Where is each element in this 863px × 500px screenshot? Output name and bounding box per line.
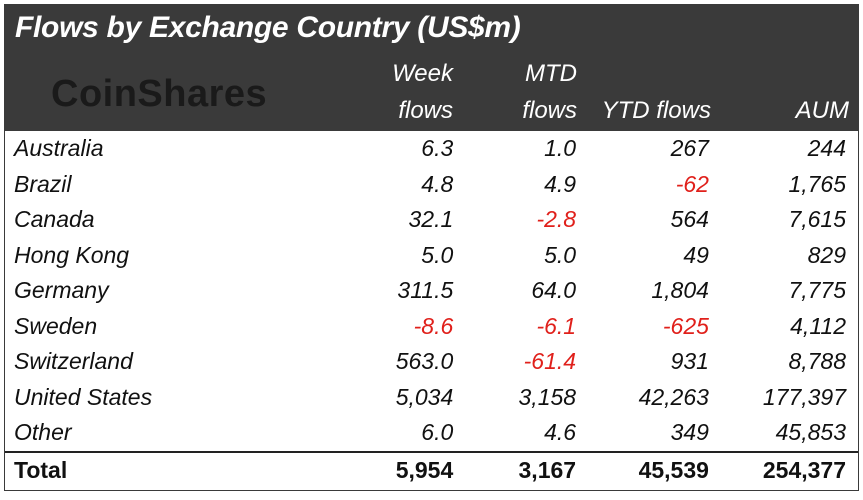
country-cell: United States bbox=[14, 383, 153, 410]
total-row: Total 5,954 3,167 45,539 254,377 bbox=[5, 450, 858, 487]
week-flows-cell: 5,954 bbox=[310, 450, 454, 487]
flows-table-card: Flows by Exchange Country (US$m) CoinSha… bbox=[4, 4, 859, 491]
table-row: Brazil 4.8 4.9 -62 1,765 bbox=[5, 167, 858, 203]
country-cell: Hong Kong bbox=[14, 241, 130, 268]
week-flows-cell: 5,034 bbox=[395, 383, 454, 410]
flows-table: Australia 6.3 1.0 267 244 Brazil 4.8 4.9… bbox=[5, 131, 858, 487]
mtd-flows-cell: 3,158 bbox=[518, 383, 577, 410]
ytd-flows-cell: -625 bbox=[662, 312, 709, 339]
table-row: Sweden -8.6 -6.1 -625 4,112 bbox=[5, 309, 858, 345]
aum-cell: 8,788 bbox=[788, 348, 846, 374]
country-cell: Brazil bbox=[14, 170, 72, 197]
aum-cell: 177,397 bbox=[762, 383, 846, 410]
mtd-flows-cell: 4.6 bbox=[544, 419, 577, 445]
header-week-line1: Week bbox=[392, 60, 453, 87]
mtd-flows-cell: -2.8 bbox=[536, 206, 577, 232]
header-aum: AUM bbox=[795, 97, 849, 124]
week-flows-cell: 311.5 bbox=[397, 277, 454, 303]
country-cell: Sweden bbox=[14, 312, 98, 339]
ytd-flows-cell: 267 bbox=[670, 135, 709, 161]
table-row: Switzerland 563.0 -61.4 931 8,788 bbox=[5, 344, 858, 380]
aum-cell: 1,765 bbox=[788, 170, 846, 197]
country-cell: Germany bbox=[14, 277, 109, 303]
ytd-flows-cell: 931 bbox=[670, 348, 709, 374]
ytd-flows-cell: 1,804 bbox=[651, 277, 709, 303]
country-cell: Switzerland bbox=[14, 348, 133, 374]
table-row: Canada 32.1 -2.8 564 7,615 bbox=[5, 202, 858, 238]
aum-cell: 7,775 bbox=[788, 277, 846, 303]
table-row: Germany 311.5 64.0 1,804 7,775 bbox=[5, 273, 858, 309]
ytd-flows-cell: -62 bbox=[675, 170, 709, 197]
week-flows-cell: 6.3 bbox=[421, 135, 454, 161]
header-mtd-line1: MTD bbox=[525, 60, 577, 87]
ytd-flows-cell: 564 bbox=[670, 206, 709, 232]
mtd-flows-cell: 4.9 bbox=[544, 170, 577, 197]
mtd-flows-cell: 5.0 bbox=[544, 241, 577, 268]
mtd-flows-cell: 64.0 bbox=[531, 277, 577, 303]
ytd-flows-cell: 49 bbox=[683, 241, 709, 268]
header-ytd: YTD flows bbox=[601, 97, 711, 124]
country-cell: Other bbox=[14, 419, 72, 445]
week-flows-cell: 4.8 bbox=[421, 170, 454, 197]
ytd-flows-cell: 42,263 bbox=[638, 383, 709, 410]
mtd-flows-cell: -61.4 bbox=[523, 348, 577, 374]
aum-cell: 7,615 bbox=[788, 206, 846, 232]
header-week-line2: flows bbox=[398, 97, 453, 124]
week-flows-cell: 32.1 bbox=[408, 206, 454, 232]
mtd-flows-cell: 1.0 bbox=[544, 135, 577, 161]
aum-cell: 45,853 bbox=[775, 419, 846, 445]
table-row: Hong Kong 5.0 5.0 49 829 bbox=[5, 238, 858, 274]
country-cell: Australia bbox=[14, 135, 104, 161]
aum-cell: 4,112 bbox=[790, 312, 846, 339]
aum-cell: 244 bbox=[807, 135, 846, 161]
country-cell: Canada bbox=[14, 206, 95, 232]
ytd-flows-cell: 45,539 bbox=[576, 450, 709, 487]
header-mtd-line1: flows bbox=[522, 97, 577, 124]
aum-cell: 254,377 bbox=[708, 450, 858, 487]
week-flows-cell: 5.0 bbox=[421, 241, 454, 268]
week-flows-cell: 563.0 bbox=[395, 348, 454, 374]
table-title: Flows by Exchange Country (US$m) bbox=[15, 11, 521, 44]
table-row: Other 6.0 4.6 349 45,853 bbox=[5, 415, 858, 452]
ytd-flows-cell: 349 bbox=[670, 419, 709, 445]
mtd-flows-cell: -6.1 bbox=[536, 312, 577, 339]
country-cell: Total bbox=[5, 450, 311, 487]
coinshares-logo: CoinShares bbox=[51, 73, 268, 115]
mtd-flows-cell: 3,167 bbox=[453, 450, 577, 487]
week-flows-cell: 6.0 bbox=[421, 419, 454, 445]
table-header: Flows by Exchange Country (US$m) CoinSha… bbox=[5, 5, 858, 131]
week-flows-cell: -8.6 bbox=[413, 312, 454, 339]
table-row: United States 5,034 3,158 42,263 177,397 bbox=[5, 380, 858, 416]
aum-cell: 829 bbox=[807, 241, 846, 268]
table-row: Australia 6.3 1.0 267 244 bbox=[5, 131, 858, 167]
